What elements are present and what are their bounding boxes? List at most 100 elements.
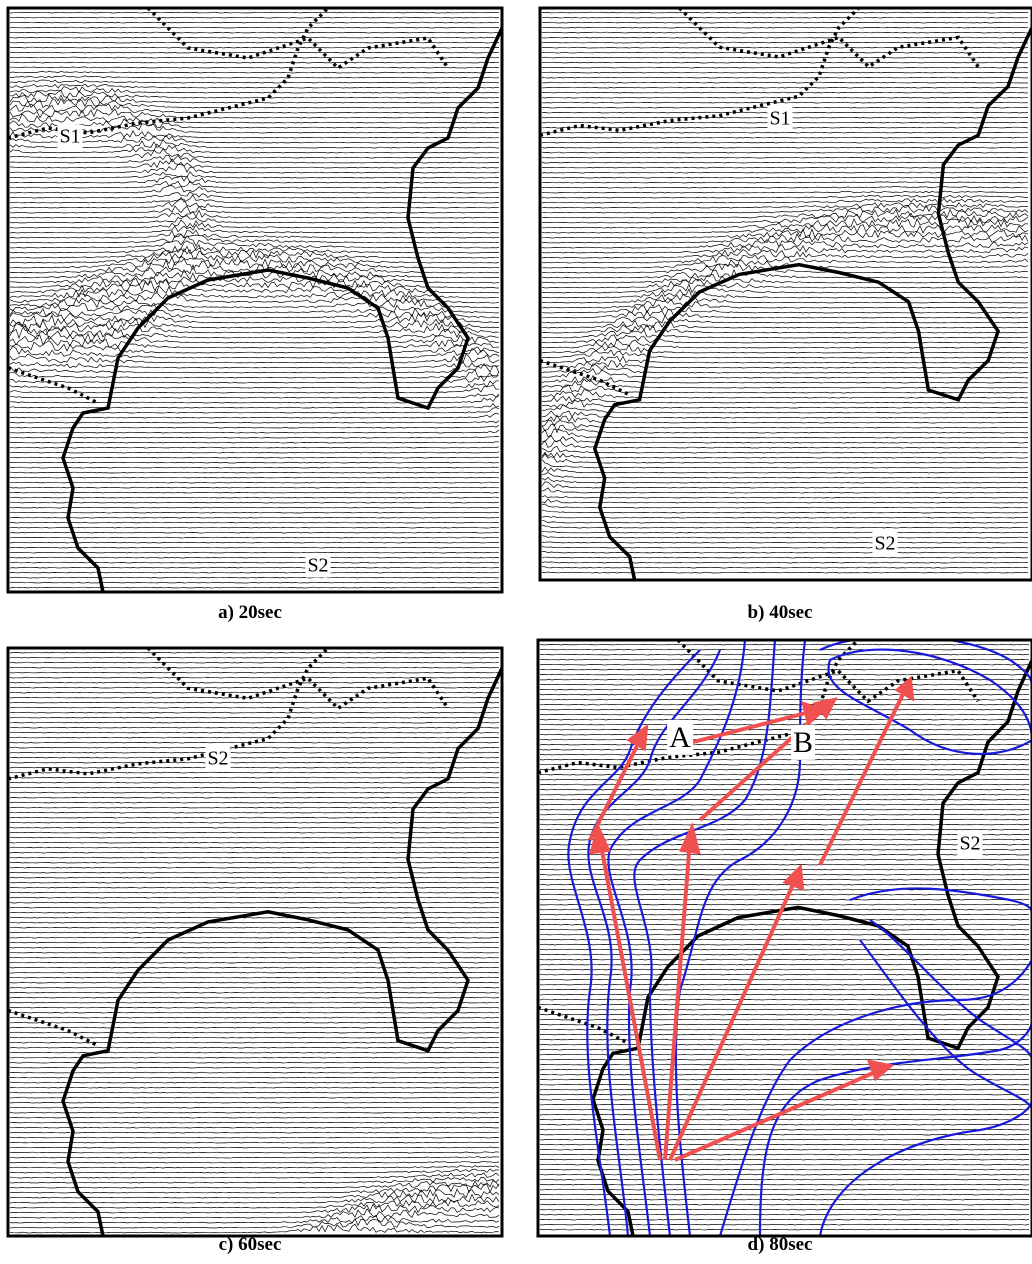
trace	[539, 1053, 1030, 1056]
trace	[9, 861, 500, 864]
trace	[539, 938, 1030, 941]
trace	[10, 412, 500, 419]
trace	[541, 202, 1029, 209]
trace	[9, 362, 500, 374]
trace	[9, 223, 500, 234]
trace	[541, 459, 1029, 469]
trace	[539, 798, 1030, 801]
trace	[9, 215, 500, 224]
wave-label: S2	[307, 555, 328, 577]
trace	[539, 1218, 1030, 1221]
trace	[9, 541, 499, 544]
trace	[541, 61, 1029, 64]
trace	[541, 404, 1028, 414]
trace	[9, 340, 500, 354]
trace	[9, 307, 500, 319]
trace	[9, 796, 500, 799]
trace	[541, 36, 1029, 39]
trace	[9, 536, 500, 539]
trace	[541, 156, 1029, 159]
trace	[9, 113, 500, 124]
trace	[9, 380, 500, 389]
trace	[9, 466, 500, 469]
trace	[9, 56, 500, 59]
trace	[9, 171, 500, 179]
trace	[9, 516, 500, 519]
label-bg	[305, 553, 331, 578]
trace	[541, 498, 1029, 504]
trace	[9, 325, 500, 344]
trace	[540, 1028, 1030, 1031]
trace	[541, 249, 1029, 259]
trace	[9, 244, 499, 259]
trace	[10, 876, 500, 879]
trace	[541, 223, 1029, 234]
wave-label: B	[793, 726, 813, 759]
trace	[9, 781, 499, 784]
trace	[9, 75, 500, 79]
trace	[541, 16, 1029, 19]
trace	[9, 661, 500, 664]
prefecture-border	[146, 646, 450, 711]
trace	[10, 921, 499, 924]
trace	[10, 209, 500, 219]
trace	[539, 823, 1030, 826]
trace	[542, 319, 1029, 329]
trace	[9, 403, 500, 409]
trace	[9, 831, 499, 834]
trace	[10, 791, 499, 794]
trace	[9, 1183, 500, 1194]
trace	[539, 1193, 1030, 1196]
trace	[9, 941, 500, 944]
trace	[541, 263, 1029, 274]
trace	[9, 891, 500, 894]
panel-frame	[538, 6, 1032, 582]
trace	[9, 148, 499, 159]
trace	[9, 311, 500, 324]
trace	[539, 1078, 1030, 1081]
trace	[9, 991, 500, 994]
trace	[9, 746, 500, 749]
trace	[9, 21, 499, 24]
trace	[9, 1214, 500, 1224]
trace	[539, 658, 1030, 661]
trace	[9, 866, 500, 869]
trace	[539, 703, 1030, 706]
trace	[540, 973, 1030, 976]
trace	[541, 472, 1028, 479]
trace	[9, 1051, 500, 1054]
trace	[541, 21, 1029, 24]
trace	[10, 476, 500, 479]
trace	[9, 681, 500, 684]
trace	[9, 766, 500, 769]
trace	[9, 1076, 500, 1079]
trace	[9, 130, 500, 139]
trace	[9, 566, 500, 569]
panel-caption: c) 60sec	[219, 1234, 282, 1255]
trace	[539, 978, 1029, 981]
trace	[539, 698, 1030, 701]
trace	[541, 541, 1028, 544]
trace	[9, 841, 499, 844]
trace	[9, 429, 500, 434]
trace	[539, 1163, 1030, 1166]
trace	[9, 801, 499, 804]
trace	[9, 756, 500, 759]
trace	[9, 651, 500, 654]
panel-caption: b) 40sec	[748, 602, 813, 623]
trace	[542, 91, 1029, 94]
trace	[541, 363, 1029, 374]
trace	[9, 1086, 500, 1089]
trace	[539, 1203, 1030, 1206]
trace	[541, 399, 1029, 409]
trace	[539, 1013, 1030, 1016]
label-bg	[767, 106, 793, 131]
trace	[541, 31, 1029, 34]
prefecture-border	[537, 638, 860, 775]
trace	[9, 1071, 500, 1074]
trace	[9, 691, 500, 694]
trace	[9, 446, 500, 449]
coastline	[61, 667, 504, 1237]
trace	[539, 893, 1030, 896]
